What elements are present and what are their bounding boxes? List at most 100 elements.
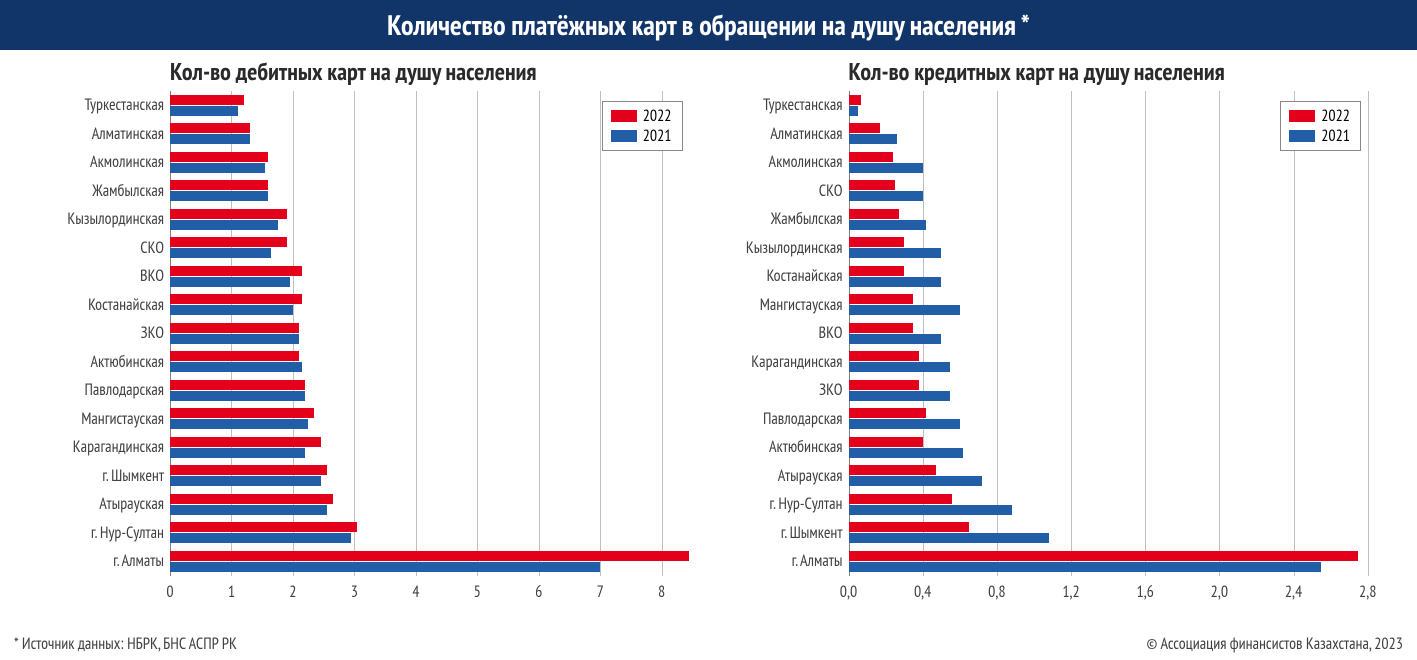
y-axis-label: Кызылординская bbox=[719, 234, 843, 263]
bar-2021 bbox=[170, 248, 271, 258]
bar-2021 bbox=[849, 106, 858, 116]
y-axis-label: ВКО bbox=[40, 262, 164, 291]
legend-item: 2021 bbox=[611, 126, 672, 146]
right-chart-title: Кол-во кредитных карт на душу населения bbox=[849, 56, 1378, 87]
x-axis-tick: 2,4 bbox=[1285, 582, 1302, 602]
y-axis-label: СКО bbox=[40, 234, 164, 263]
y-axis-label: Атырауская bbox=[40, 490, 164, 519]
footer-source: * Источник данных: НБРК, БНС АСПР РК bbox=[14, 634, 237, 654]
bar-row bbox=[170, 262, 699, 291]
bar-2021 bbox=[170, 334, 299, 344]
x-axis-tick: 0,4 bbox=[914, 582, 931, 602]
left-rows bbox=[170, 91, 699, 576]
y-axis-label: г. Шымкент bbox=[40, 462, 164, 491]
bar-2022 bbox=[849, 494, 953, 504]
y-axis-label: ЗКО bbox=[40, 319, 164, 348]
bar-2021 bbox=[849, 448, 964, 458]
right-legend: 20222021 bbox=[1280, 101, 1361, 151]
y-axis-label: СКО bbox=[719, 177, 843, 206]
bar-row bbox=[849, 376, 1378, 405]
bar-2022 bbox=[170, 494, 333, 504]
bar-2022 bbox=[849, 465, 936, 475]
y-axis-label: Актюбинская bbox=[719, 433, 843, 462]
bar-2022 bbox=[849, 180, 895, 190]
bar-2021 bbox=[170, 220, 278, 230]
y-axis-label: ВКО bbox=[719, 319, 843, 348]
legend-swatch bbox=[611, 110, 637, 122]
legend-label: 2021 bbox=[643, 126, 672, 146]
right-x-axis: 0,00,40,81,21,62,02,42,8 bbox=[849, 582, 1378, 604]
y-axis-label: Костанайская bbox=[719, 262, 843, 291]
left-chart-title: Кол-во дебитных карт на душу населения bbox=[170, 56, 699, 87]
bar-row bbox=[170, 376, 699, 405]
x-axis-tick: 0,8 bbox=[988, 582, 1005, 602]
bar-row bbox=[170, 148, 699, 177]
bar-2022 bbox=[170, 95, 244, 105]
bar-row bbox=[849, 462, 1378, 491]
y-axis-label: Акмолинская bbox=[40, 148, 164, 177]
y-axis-label: Жамбылская bbox=[40, 177, 164, 206]
bar-2021 bbox=[849, 220, 927, 230]
bar-row bbox=[849, 148, 1378, 177]
bar-2022 bbox=[849, 380, 919, 390]
x-axis-tick: 0,0 bbox=[840, 582, 857, 602]
y-axis-label: Атырауская bbox=[719, 462, 843, 491]
y-axis-label: г. Шымкент bbox=[719, 519, 843, 548]
x-axis-tick: 2 bbox=[289, 582, 296, 602]
right-bars-zone: 20222021 bbox=[849, 91, 1378, 576]
bar-2021 bbox=[849, 334, 942, 344]
y-axis-label: Мангистауская bbox=[40, 405, 164, 434]
y-axis-label: Костанайская bbox=[40, 291, 164, 320]
legend-swatch bbox=[611, 130, 637, 142]
bar-2022 bbox=[849, 294, 914, 304]
y-axis-label: Мангистауская bbox=[719, 291, 843, 320]
y-axis-label: Карагандинская bbox=[40, 433, 164, 462]
bar-2022 bbox=[849, 437, 923, 447]
x-axis-tick: 8 bbox=[658, 582, 665, 602]
y-axis-label: Павлодарская bbox=[719, 405, 843, 434]
left-y-labels: ТуркестанскаяАлматинскаяАкмолинскаяЖамбы… bbox=[40, 91, 170, 576]
y-axis-label: г. Нур-Султан bbox=[40, 519, 164, 548]
y-axis-label: Туркестанская bbox=[40, 91, 164, 120]
bar-2022 bbox=[849, 522, 970, 532]
bar-2022 bbox=[170, 294, 302, 304]
bar-2021 bbox=[170, 362, 302, 372]
x-axis-tick: 2,0 bbox=[1211, 582, 1228, 602]
bar-row bbox=[170, 519, 699, 548]
x-axis-tick: 7 bbox=[597, 582, 604, 602]
y-axis-label: Алматинская bbox=[719, 120, 843, 149]
bar-row bbox=[170, 490, 699, 519]
bar-2022 bbox=[170, 351, 299, 361]
bar-2021 bbox=[170, 305, 293, 315]
x-axis-tick: 6 bbox=[535, 582, 542, 602]
bar-row bbox=[849, 262, 1378, 291]
legend-label: 2022 bbox=[1321, 106, 1350, 126]
x-axis-tick: 2,8 bbox=[1359, 582, 1376, 602]
legend-label: 2021 bbox=[1321, 126, 1350, 146]
bar-row bbox=[170, 348, 699, 377]
bar-2021 bbox=[170, 191, 268, 201]
bar-2022 bbox=[170, 465, 327, 475]
y-axis-label: Павлодарская bbox=[40, 376, 164, 405]
bar-2021 bbox=[170, 277, 290, 287]
bar-2021 bbox=[170, 163, 265, 173]
bar-2021 bbox=[170, 448, 305, 458]
legend-swatch bbox=[1289, 110, 1315, 122]
bar-2021 bbox=[849, 277, 942, 287]
bar-2022 bbox=[849, 95, 862, 105]
bar-2022 bbox=[170, 180, 268, 190]
charts-container: Кол-во дебитных карт на душу населения Т… bbox=[0, 50, 1417, 604]
bar-2021 bbox=[170, 106, 238, 116]
left-chart: Кол-во дебитных карт на душу населения Т… bbox=[40, 56, 699, 604]
bar-2022 bbox=[170, 237, 287, 247]
bar-row bbox=[170, 205, 699, 234]
bar-2022 bbox=[170, 551, 689, 561]
bar-2021 bbox=[170, 476, 321, 486]
bar-2022 bbox=[170, 209, 287, 219]
bar-row bbox=[170, 547, 699, 576]
y-axis-label: Карагандинская bbox=[719, 348, 843, 377]
bar-2021 bbox=[849, 419, 960, 429]
y-axis-label: Кызылординская bbox=[40, 205, 164, 234]
x-axis-tick: 1 bbox=[228, 582, 235, 602]
bar-2021 bbox=[170, 533, 351, 543]
